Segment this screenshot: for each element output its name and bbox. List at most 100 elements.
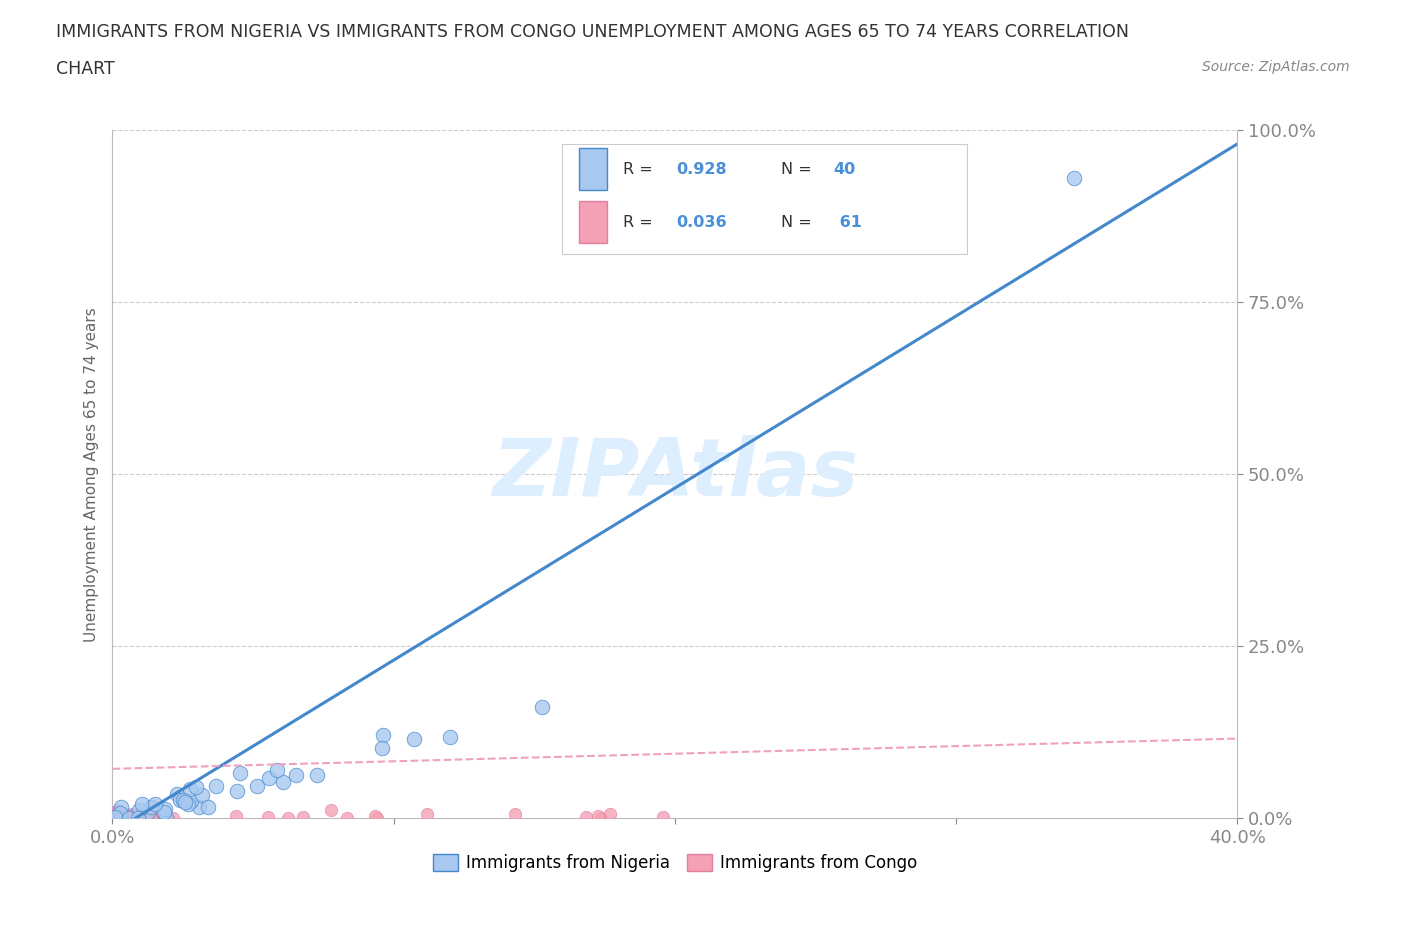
Point <box>651 810 673 825</box>
Point <box>111 810 134 825</box>
Point <box>101 810 124 825</box>
Point <box>191 788 214 803</box>
Point <box>110 800 132 815</box>
Point <box>138 808 160 823</box>
Point <box>105 811 128 826</box>
Point <box>103 807 125 822</box>
Point <box>139 800 162 815</box>
Point <box>179 781 201 796</box>
Point <box>117 808 139 823</box>
Point <box>103 807 125 822</box>
Point <box>136 809 159 824</box>
Point <box>127 811 149 826</box>
Point <box>112 810 135 825</box>
Point <box>284 767 307 782</box>
Point <box>599 806 621 821</box>
Point <box>153 802 176 817</box>
Point <box>107 808 129 823</box>
Point <box>110 809 132 824</box>
Point <box>246 779 269 794</box>
Point <box>110 810 132 825</box>
Point <box>591 810 613 825</box>
Point <box>104 811 127 826</box>
Point <box>139 811 162 826</box>
Point <box>177 797 200 812</box>
Point <box>141 811 163 826</box>
Point <box>131 809 153 824</box>
Point <box>257 770 280 785</box>
Point <box>162 811 184 826</box>
Point <box>530 699 553 714</box>
Point <box>128 803 150 817</box>
Point <box>132 807 155 822</box>
Point <box>204 778 226 793</box>
Point <box>110 809 132 824</box>
Point <box>134 810 156 825</box>
Point <box>117 810 139 825</box>
Point <box>336 810 359 825</box>
Point <box>277 811 299 826</box>
Point <box>136 806 159 821</box>
Point <box>124 810 146 825</box>
Point <box>112 809 135 824</box>
Point <box>131 796 153 811</box>
Point <box>319 803 342 817</box>
Point <box>402 732 425 747</box>
Point <box>229 766 252 781</box>
Point <box>141 810 163 825</box>
Point <box>127 810 149 825</box>
Text: IMMIGRANTS FROM NIGERIA VS IMMIGRANTS FROM CONGO UNEMPLOYMENT AMONG AGES 65 TO 7: IMMIGRANTS FROM NIGERIA VS IMMIGRANTS FR… <box>56 23 1129 41</box>
Point <box>225 784 247 799</box>
Point <box>103 804 125 819</box>
Point <box>371 728 394 743</box>
Point <box>271 775 294 790</box>
Point <box>107 804 129 818</box>
Point <box>124 810 146 825</box>
Point <box>188 800 211 815</box>
Point <box>107 803 129 817</box>
Point <box>124 807 146 822</box>
Point <box>143 811 166 826</box>
Text: ZIPAtlas: ZIPAtlas <box>492 435 858 513</box>
Point <box>1063 171 1085 186</box>
Point <box>143 796 166 811</box>
Point <box>503 806 526 821</box>
Point <box>108 805 131 820</box>
Point <box>166 786 188 801</box>
Point <box>108 810 131 825</box>
Point <box>117 809 139 824</box>
Point <box>141 808 163 823</box>
Point <box>180 793 202 808</box>
Point <box>127 809 149 824</box>
Point <box>104 809 127 824</box>
Point <box>174 794 197 809</box>
Point <box>172 792 194 807</box>
Point <box>307 768 329 783</box>
Point <box>169 792 191 807</box>
Point <box>256 809 278 824</box>
Point <box>371 740 394 755</box>
Point <box>225 808 247 823</box>
Point <box>575 810 598 825</box>
Point <box>152 804 174 819</box>
Point <box>121 806 143 821</box>
Legend: Immigrants from Nigeria, Immigrants from Congo: Immigrants from Nigeria, Immigrants from… <box>426 847 924 879</box>
Point <box>129 809 152 824</box>
Point <box>155 810 177 825</box>
Text: CHART: CHART <box>56 60 115 78</box>
Point <box>117 810 139 825</box>
Point <box>184 779 207 794</box>
Point <box>439 729 461 744</box>
Point <box>366 811 388 826</box>
Point <box>363 808 385 823</box>
Point <box>115 807 138 822</box>
Point <box>416 806 439 821</box>
Y-axis label: Unemployment Among Ages 65 to 74 years: Unemployment Among Ages 65 to 74 years <box>83 307 98 642</box>
Point <box>138 810 160 825</box>
Point <box>197 800 219 815</box>
Point <box>136 804 159 819</box>
Point <box>104 810 127 825</box>
Point <box>586 809 609 824</box>
Point <box>120 809 142 824</box>
Point <box>117 809 139 824</box>
